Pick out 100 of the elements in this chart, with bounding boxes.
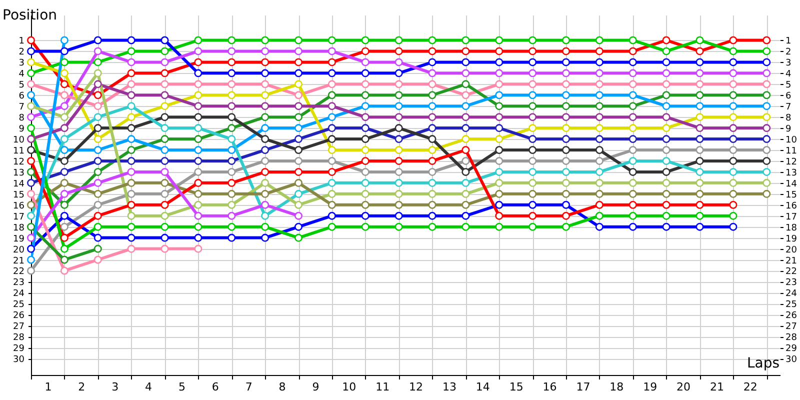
point [729, 212, 738, 220]
point [495, 212, 504, 220]
x-tick-label: 20 [676, 380, 691, 394]
point [228, 58, 236, 66]
y2-tick-label: 29 [786, 344, 798, 354]
point [228, 156, 236, 165]
point [361, 36, 370, 44]
point [60, 244, 68, 253]
point [462, 190, 470, 198]
point [528, 36, 537, 44]
point [160, 234, 169, 242]
point [160, 113, 169, 122]
point [127, 124, 136, 132]
point [729, 47, 738, 56]
point [696, 146, 704, 154]
point [127, 234, 136, 242]
point [127, 102, 136, 110]
point [462, 91, 470, 100]
point [562, 69, 570, 78]
point [60, 36, 68, 44]
point [94, 80, 102, 88]
x-tick-label: 15 [509, 380, 524, 394]
point [495, 168, 504, 176]
point [562, 113, 570, 122]
point [94, 256, 102, 264]
y-tick-label: 11 [13, 146, 24, 156]
y-tick-label: 20 [13, 245, 25, 256]
point [394, 200, 403, 209]
point [228, 168, 236, 176]
point [462, 156, 470, 165]
point [60, 146, 68, 154]
point [26, 222, 36, 231]
point [361, 200, 370, 209]
point [361, 124, 370, 132]
point [127, 135, 136, 144]
y-tick-label: 21 [13, 256, 24, 266]
y2-tick-label: 10 [786, 136, 798, 146]
point [495, 178, 504, 187]
point [428, 135, 436, 144]
point [328, 113, 336, 122]
point [628, 113, 637, 122]
point [428, 124, 436, 132]
point [762, 135, 771, 144]
point [294, 69, 303, 78]
point [628, 190, 637, 198]
point [762, 80, 771, 88]
point [361, 212, 370, 220]
x-tick-label: 19 [643, 380, 658, 394]
point [462, 146, 470, 154]
point [595, 80, 604, 88]
point [562, 124, 570, 132]
point [294, 212, 303, 220]
point [26, 156, 36, 165]
point [428, 47, 436, 56]
point [528, 135, 537, 144]
x-tick-label: 7 [245, 380, 252, 394]
point [228, 102, 236, 110]
point [662, 212, 670, 220]
point [361, 156, 370, 165]
point [628, 58, 637, 66]
point [595, 113, 604, 122]
point [328, 135, 336, 144]
point [127, 69, 136, 78]
point [729, 58, 738, 66]
point [328, 156, 336, 165]
point [562, 80, 570, 88]
point [762, 156, 771, 165]
point [261, 47, 270, 56]
point [495, 36, 504, 44]
y2-tick-label: 1 [786, 36, 792, 47]
point [662, 80, 670, 88]
point [595, 200, 604, 209]
point [94, 91, 102, 100]
point [495, 102, 504, 110]
y-tick-label: 1 [18, 36, 24, 47]
point [696, 58, 704, 66]
point [462, 124, 470, 132]
point [60, 168, 68, 176]
point [160, 168, 169, 176]
point [428, 146, 436, 154]
point [729, 190, 738, 198]
x-tick-label: 22 [743, 380, 758, 394]
point [762, 146, 771, 154]
point [94, 200, 102, 209]
x-tick-label: 14 [476, 380, 490, 394]
point [94, 36, 102, 44]
point [528, 69, 537, 78]
point [361, 178, 370, 187]
point [662, 36, 670, 44]
point [160, 156, 169, 165]
point [160, 146, 169, 154]
point [261, 124, 270, 132]
point [194, 36, 202, 44]
x-tick-label: 2 [78, 380, 86, 394]
x-tick-label: 12 [409, 380, 424, 394]
point [428, 212, 436, 220]
point [194, 212, 202, 220]
point [60, 156, 68, 165]
y-tick-label: 14 [13, 179, 25, 190]
point [160, 47, 169, 56]
